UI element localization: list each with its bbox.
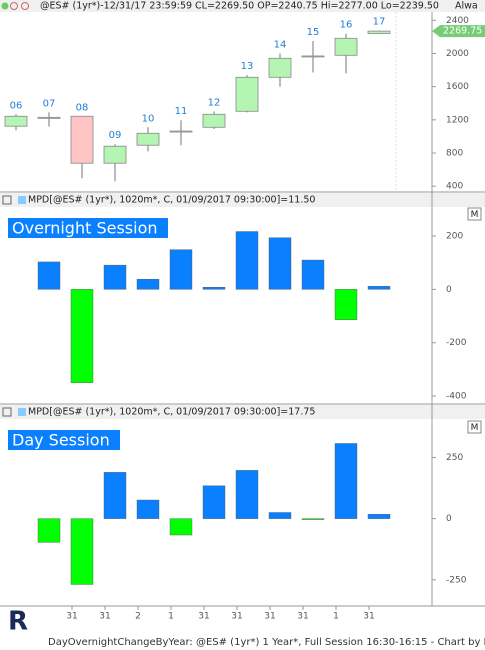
bar <box>367 286 391 290</box>
bar <box>37 261 61 290</box>
candle-label: 09 <box>109 130 122 141</box>
y-tick-label: 2000 <box>446 49 469 59</box>
y-tick-label: 250 <box>446 453 463 463</box>
menu-button[interactable] <box>467 207 482 221</box>
y-tick-label: -400 <box>446 392 467 402</box>
candle-label: 10 <box>142 113 155 124</box>
price-tag-arrow <box>432 25 440 38</box>
bar <box>268 512 292 519</box>
logo-letter: R <box>8 607 28 637</box>
x-tick-label: 31 <box>363 612 374 622</box>
title-box <box>8 218 168 238</box>
panel-title: Day Session <box>12 431 110 450</box>
icon <box>18 196 26 204</box>
y-tick-label: -250 <box>446 575 467 585</box>
x-tick-label: 31 <box>99 612 110 622</box>
candle-body <box>103 145 127 164</box>
bar <box>235 470 259 519</box>
candle-body <box>268 57 292 78</box>
x-tick-label: 2 <box>135 612 141 622</box>
panel-header: MPD[@ES# (1yr*), 1020m*, C, 01/09/2017 0… <box>28 195 315 206</box>
x-tick-label: 31 <box>264 612 275 622</box>
bar <box>202 287 226 290</box>
y-tick-label: 200 <box>446 232 463 242</box>
bar <box>334 443 358 519</box>
bar <box>202 485 226 519</box>
candle-body <box>235 76 259 112</box>
bar <box>103 472 127 519</box>
candle-label: 16 <box>340 20 353 31</box>
y-tick-label: 1200 <box>446 115 469 125</box>
candle-body <box>301 55 325 58</box>
icon <box>1 2 9 10</box>
menu-button-label: M <box>471 423 479 433</box>
y-tick-label: 0 <box>446 285 452 295</box>
candle-body <box>334 37 358 56</box>
candle-label: 12 <box>208 98 221 109</box>
bar <box>70 289 94 383</box>
panel-header: MPD[@ES# (1yr*), 1020m*, C, 01/09/2017 0… <box>28 407 315 418</box>
y-tick-label: 400 <box>446 182 463 192</box>
icon <box>10 2 18 10</box>
bar <box>334 289 358 320</box>
candle-label: 15 <box>307 27 320 38</box>
candle-body <box>136 132 160 146</box>
panel-header: @ES# (1yr*)-12/31/17 23:59:59 CL=2269.50… <box>40 1 439 12</box>
header-bar <box>0 193 485 207</box>
bar <box>169 249 193 290</box>
candle-body <box>70 115 94 164</box>
bar <box>301 518 325 520</box>
candle-label: 11 <box>175 106 188 117</box>
x-tick-label: 31 <box>297 612 308 622</box>
candle-body <box>367 30 391 34</box>
icon <box>21 2 29 10</box>
bar <box>37 518 61 543</box>
header-bar <box>0 0 485 12</box>
bar <box>70 518 94 585</box>
footer: DayOvernightChangeByYear: @ES# (1yr*) 1 … <box>48 637 485 648</box>
icon <box>2 407 12 417</box>
logo: R <box>8 607 28 637</box>
candle-label: 13 <box>241 61 254 72</box>
bar <box>103 264 127 290</box>
x-tick-label: 31 <box>66 612 77 622</box>
panel-header: Alwa <box>455 1 478 12</box>
y-tick-label: 1600 <box>446 82 469 92</box>
candle-label: 14 <box>274 39 287 50</box>
price-tag-label: 2269.75 <box>443 26 482 37</box>
candle-body <box>4 115 28 127</box>
bar <box>169 518 193 536</box>
header-bar <box>0 405 485 419</box>
candle-body <box>202 113 226 128</box>
bar <box>136 279 160 290</box>
title-box <box>8 430 120 450</box>
candle-label: 06 <box>10 100 23 111</box>
menu-button-label: M <box>471 210 479 220</box>
x-tick-label: 1 <box>333 612 339 622</box>
candle-body <box>169 130 193 133</box>
bar <box>301 259 325 290</box>
bar <box>235 231 259 290</box>
candle-label: 17 <box>373 16 386 27</box>
bar <box>268 237 292 290</box>
x-tick-label: 31 <box>198 612 209 622</box>
price-tag <box>440 25 485 38</box>
y-tick-label: 2400 <box>446 16 469 26</box>
bar <box>136 499 160 519</box>
y-tick-label: 0 <box>446 514 452 524</box>
panel-title: Overnight Session <box>12 219 158 238</box>
candle-label: 08 <box>76 102 89 113</box>
y-tick-label: -200 <box>446 338 467 348</box>
x-tick-label: 31 <box>231 612 242 622</box>
candle-body <box>37 116 61 119</box>
x-tick-label: 1 <box>168 612 174 622</box>
bar <box>367 514 391 519</box>
candle-label: 07 <box>43 98 56 109</box>
y-tick-label: 800 <box>446 149 463 159</box>
icon <box>2 195 12 205</box>
menu-button[interactable] <box>467 420 482 434</box>
icon <box>18 408 26 416</box>
